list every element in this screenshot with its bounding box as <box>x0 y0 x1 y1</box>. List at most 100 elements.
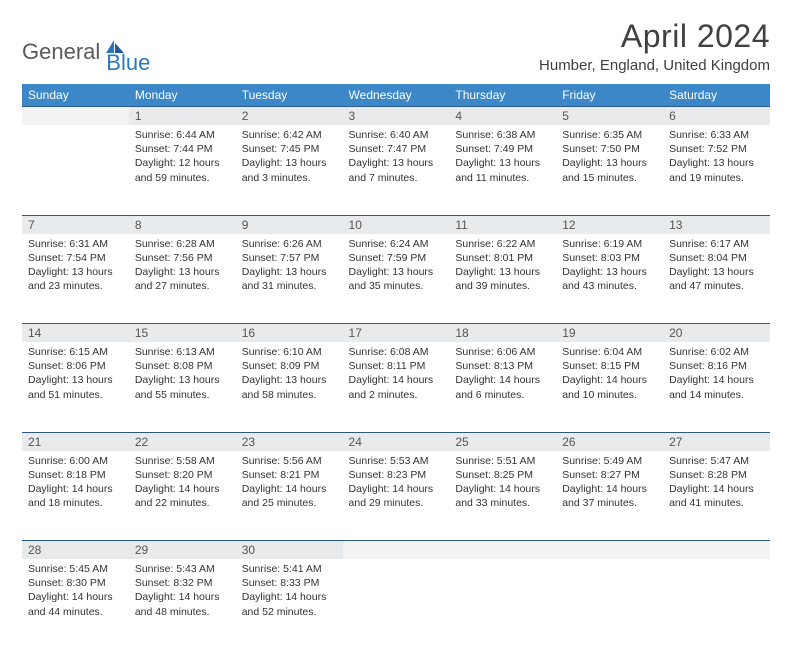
daylight-line: Daylight: 13 hours and 3 minutes. <box>242 157 327 183</box>
daylight-line: Daylight: 14 hours and 52 minutes. <box>242 591 327 617</box>
daylight-line: Daylight: 13 hours and 39 minutes. <box>455 266 540 292</box>
day-detail-cell: Sunrise: 6:10 AM Sunset: 8:09 PM Daylight:… <box>236 342 343 432</box>
day-detail-cell: Sunrise: 6:13 AMSunset: 8:08 PMDaylight:… <box>129 342 236 432</box>
sunset-line: Sunset: 7:56 PM <box>135 252 213 264</box>
day-detail-cell: Sunrise: 6:15 AMSunset: 8:06 PMDaylight:… <box>22 342 129 432</box>
day-number-cell: 20 <box>663 324 770 343</box>
day-detail-cell: Sunrise: 5:53 AMSunset: 8:23 PMDaylight:… <box>343 451 450 541</box>
weekday-header: Thursday <box>449 84 556 107</box>
day-detail-cell: Sunrise: 5:51 AMSunset: 8:25 PMDaylight:… <box>449 451 556 541</box>
day-number-cell: 11 <box>449 215 556 234</box>
sunset-line: Sunset: 8:13 PM <box>455 360 533 372</box>
daylight-line: Daylight: 14 hours and 10 minutes. <box>562 374 647 400</box>
daylight-line: Daylight: 13 hours and 35 minutes. <box>349 266 434 292</box>
daylight-line: Daylight: 13 hours and 11 minutes. <box>455 157 540 183</box>
sunrise-line: Sunrise: 6:02 AM <box>669 346 749 358</box>
sunrise-line: Sunrise: 6:04 AM <box>562 346 642 358</box>
brand-logo: General Blue <box>22 18 150 76</box>
daylight-line: Daylight: 13 hours and 47 minutes. <box>669 266 754 292</box>
daylight-line: Daylight: 14 hours and 33 minutes. <box>455 483 540 509</box>
day-detail-cell: Sunrise: 5:56 AMSunset: 8:21 PMDaylight:… <box>236 451 343 541</box>
day-number-cell: 7 <box>22 215 129 234</box>
daylight-line: Daylight: 14 hours and 14 minutes. <box>669 374 754 400</box>
day-number-cell: 30 <box>236 541 343 560</box>
location-text: Humber, England, United Kingdom <box>539 57 770 74</box>
sunset-line: Sunset: 8:04 PM <box>669 252 747 264</box>
sunset-line: Sunset: 8:09 PM <box>242 360 320 372</box>
title-block: April 2024 Humber, England, United Kingd… <box>539 18 770 80</box>
day-number-cell <box>663 541 770 560</box>
day-detail-cell: Sunrise: 6:44 AMSunset: 7:44 PMDaylight:… <box>129 125 236 215</box>
day-number-cell: 24 <box>343 432 450 451</box>
sunrise-line: Sunrise: 6:10 AM <box>242 346 322 358</box>
day-number-cell: 19 <box>556 324 663 343</box>
day-number-row: 123456 <box>22 107 770 126</box>
day-number-cell: 17 <box>343 324 450 343</box>
day-number-cell: 6 <box>663 107 770 126</box>
sunrise-line: Sunrise: 6:00 AM <box>28 455 108 467</box>
daylight-line: Daylight: 13 hours and 58 minutes. <box>242 374 327 400</box>
day-detail-cell: Sunrise: 6:02 AMSunset: 8:16 PMDaylight:… <box>663 342 770 432</box>
day-detail-cell: Sunrise: 5:47 AMSunset: 8:28 PMDaylight:… <box>663 451 770 541</box>
day-number-cell: 2 <box>236 107 343 126</box>
daylight-line: Daylight: 14 hours and 41 minutes. <box>669 483 754 509</box>
day-detail-row: Sunrise: 6:00 AMSunset: 8:18 PMDaylight:… <box>22 451 770 541</box>
day-detail-cell: Sunrise: 6:33 AMSunset: 7:52 PMDaylight:… <box>663 125 770 215</box>
daylight-line: Daylight: 13 hours and 7 minutes. <box>349 157 434 183</box>
day-detail-cell: Sunrise: 6:35 AMSunset: 7:50 PMDaylight:… <box>556 125 663 215</box>
sunset-line: Sunset: 8:15 PM <box>562 360 640 372</box>
sunset-line: Sunset: 7:59 PM <box>349 252 427 264</box>
daylight-line: Daylight: 14 hours and 2 minutes. <box>349 374 434 400</box>
sunrise-line: Sunrise: 5:43 AM <box>135 563 215 575</box>
day-detail-cell <box>449 559 556 649</box>
day-detail-cell: Sunrise: 6:40 AMSunset: 7:47 PMDaylight:… <box>343 125 450 215</box>
day-number-cell: 13 <box>663 215 770 234</box>
day-number-cell: 21 <box>22 432 129 451</box>
daylight-line: Daylight: 14 hours and 29 minutes. <box>349 483 434 509</box>
day-detail-cell <box>22 125 129 215</box>
sunset-line: Sunset: 7:50 PM <box>562 143 640 155</box>
daylight-line: Daylight: 14 hours and 37 minutes. <box>562 483 647 509</box>
day-number-cell: 15 <box>129 324 236 343</box>
daylight-line: Daylight: 14 hours and 22 minutes. <box>135 483 220 509</box>
day-number-cell: 27 <box>663 432 770 451</box>
sunrise-line: Sunrise: 6:40 AM <box>349 129 429 141</box>
sunrise-line: Sunrise: 6:31 AM <box>28 238 108 250</box>
day-detail-cell: Sunrise: 5:45 AMSunset: 8:30 PMDaylight:… <box>22 559 129 649</box>
sunset-line: Sunset: 8:21 PM <box>242 469 320 481</box>
sunrise-line: Sunrise: 6:42 AM <box>242 129 322 141</box>
daylight-line: Daylight: 12 hours and 59 minutes. <box>135 157 220 183</box>
sunset-line: Sunset: 7:44 PM <box>135 143 213 155</box>
sunrise-line: Sunrise: 5:53 AM <box>349 455 429 467</box>
brand-part1: General <box>22 39 100 65</box>
day-number-cell: 3 <box>343 107 450 126</box>
day-number-cell: 22 <box>129 432 236 451</box>
day-detail-cell: Sunrise: 6:06 AMSunset: 8:13 PMDaylight:… <box>449 342 556 432</box>
weekday-header: Saturday <box>663 84 770 107</box>
sunset-line: Sunset: 7:52 PM <box>669 143 747 155</box>
day-number-cell: 23 <box>236 432 343 451</box>
daylight-line: Daylight: 14 hours and 6 minutes. <box>455 374 540 400</box>
daylight-line: Daylight: 13 hours and 15 minutes. <box>562 157 647 183</box>
day-number-cell: 1 <box>129 107 236 126</box>
day-detail-cell: Sunrise: 5:58 AMSunset: 8:20 PMDaylight:… <box>129 451 236 541</box>
weekday-header: Tuesday <box>236 84 343 107</box>
day-number-cell: 12 <box>556 215 663 234</box>
sunrise-line: Sunrise: 6:15 AM <box>28 346 108 358</box>
sunrise-line: Sunrise: 5:45 AM <box>28 563 108 575</box>
sunrise-line: Sunrise: 5:51 AM <box>455 455 535 467</box>
day-number-cell: 8 <box>129 215 236 234</box>
sunrise-line: Sunrise: 6:17 AM <box>669 238 749 250</box>
day-number-cell: 29 <box>129 541 236 560</box>
day-number-cell: 26 <box>556 432 663 451</box>
day-detail-cell: Sunrise: 6:08 AMSunset: 8:11 PMDaylight:… <box>343 342 450 432</box>
day-detail-cell: Sunrise: 6:42 AMSunset: 7:45 PMDaylight:… <box>236 125 343 215</box>
sunset-line: Sunset: 8:03 PM <box>562 252 640 264</box>
day-number-cell: 10 <box>343 215 450 234</box>
day-number-cell: 25 <box>449 432 556 451</box>
sunset-line: Sunset: 8:28 PM <box>669 469 747 481</box>
sunset-line: Sunset: 8:11 PM <box>349 360 426 372</box>
day-detail-cell: Sunrise: 6:00 AMSunset: 8:18 PMDaylight:… <box>22 451 129 541</box>
day-detail-row: Sunrise: 6:44 AMSunset: 7:44 PMDaylight:… <box>22 125 770 215</box>
day-detail-cell: Sunrise: 6:28 AMSunset: 7:56 PMDaylight:… <box>129 234 236 324</box>
